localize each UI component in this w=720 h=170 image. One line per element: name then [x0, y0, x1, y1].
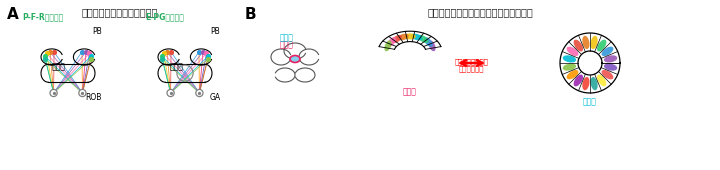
Ellipse shape: [290, 55, 300, 63]
Polygon shape: [569, 72, 585, 91]
Polygon shape: [590, 33, 601, 52]
Polygon shape: [560, 52, 579, 63]
Polygon shape: [423, 41, 441, 49]
Ellipse shape: [567, 47, 578, 56]
Ellipse shape: [574, 74, 583, 86]
Polygon shape: [389, 33, 403, 44]
Ellipse shape: [604, 63, 617, 71]
Polygon shape: [562, 68, 582, 84]
Polygon shape: [578, 74, 590, 93]
Polygon shape: [383, 36, 400, 47]
Polygon shape: [601, 63, 620, 74]
Text: 楕円体: 楕円体: [583, 97, 597, 106]
Ellipse shape: [384, 40, 392, 51]
Text: 対応するコラムが
同期して活動: 対応するコラムが 同期して活動: [454, 58, 488, 72]
Polygon shape: [595, 35, 611, 55]
Text: 楕円体: 楕円体: [280, 33, 294, 42]
Polygon shape: [397, 31, 408, 42]
Text: A: A: [7, 7, 19, 22]
Ellipse shape: [597, 74, 606, 86]
Circle shape: [50, 89, 57, 97]
Ellipse shape: [597, 40, 606, 52]
Text: B: B: [245, 7, 256, 22]
Polygon shape: [379, 41, 397, 49]
Ellipse shape: [604, 55, 617, 63]
Text: 扇状体と楕円体のコラム細胞: 扇状体と楕円体のコラム細胞: [82, 7, 158, 17]
Text: ROB: ROB: [85, 92, 102, 101]
Circle shape: [196, 89, 203, 97]
Circle shape: [78, 89, 86, 97]
Ellipse shape: [590, 36, 598, 49]
Text: 楕円体: 楕円体: [170, 63, 184, 72]
Text: PB: PB: [92, 28, 102, 37]
Polygon shape: [562, 42, 582, 58]
Ellipse shape: [574, 40, 583, 52]
Ellipse shape: [397, 34, 409, 40]
Polygon shape: [598, 68, 618, 84]
Polygon shape: [598, 42, 618, 58]
Polygon shape: [578, 33, 590, 52]
Ellipse shape: [582, 77, 590, 90]
Ellipse shape: [563, 63, 576, 71]
Polygon shape: [590, 74, 601, 93]
Polygon shape: [595, 72, 611, 91]
Polygon shape: [560, 63, 579, 74]
Text: 扇状体: 扇状体: [280, 40, 294, 49]
Ellipse shape: [601, 70, 613, 79]
Ellipse shape: [428, 40, 436, 51]
Ellipse shape: [404, 33, 415, 39]
Text: PB: PB: [210, 28, 220, 37]
Text: P-F-R細胞集団: P-F-R細胞集団: [22, 12, 63, 21]
Circle shape: [167, 89, 174, 97]
Ellipse shape: [601, 47, 613, 56]
Polygon shape: [569, 35, 585, 55]
Ellipse shape: [418, 35, 428, 43]
Text: GA: GA: [210, 92, 221, 101]
Text: 扇状体と楕円体のコラムは同期して活動: 扇状体と楕円体のコラムは同期して活動: [427, 7, 533, 17]
Ellipse shape: [424, 37, 433, 47]
Ellipse shape: [590, 77, 598, 90]
Ellipse shape: [392, 35, 402, 43]
Ellipse shape: [411, 34, 423, 40]
Polygon shape: [405, 31, 415, 42]
Polygon shape: [601, 52, 620, 63]
Text: 扇状体: 扇状体: [52, 63, 66, 72]
Polygon shape: [417, 33, 431, 44]
Ellipse shape: [582, 36, 590, 49]
Text: E-PG細胞集団: E-PG細胞集団: [145, 12, 184, 21]
Polygon shape: [420, 36, 437, 47]
Polygon shape: [413, 31, 423, 42]
Text: 扇状体: 扇状体: [403, 87, 417, 96]
Ellipse shape: [567, 70, 578, 79]
Ellipse shape: [387, 37, 396, 47]
Ellipse shape: [563, 55, 576, 63]
